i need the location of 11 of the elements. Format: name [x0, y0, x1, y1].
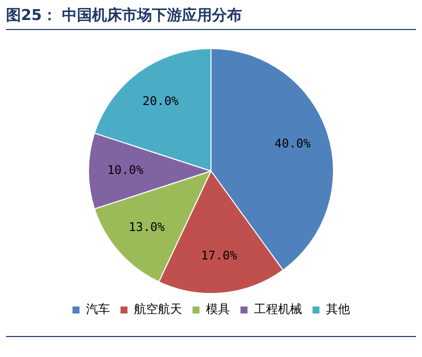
legend-label: 航空航天 [134, 302, 182, 316]
data-label: 17.0% [201, 248, 238, 262]
data-label: 13.0% [128, 220, 166, 234]
data-label: 40.0% [274, 136, 312, 151]
chart-title: 图25： 中国机床市场下游应用分布 [6, 6, 416, 30]
legend-label: 模具 [206, 302, 230, 316]
legend-label: 工程机械 [254, 302, 302, 316]
data-label: 10.0% [107, 163, 144, 178]
legend-label: 汽车 [86, 302, 110, 316]
legend-label: 其他 [326, 302, 350, 316]
data-label: 20.0% [142, 94, 180, 108]
